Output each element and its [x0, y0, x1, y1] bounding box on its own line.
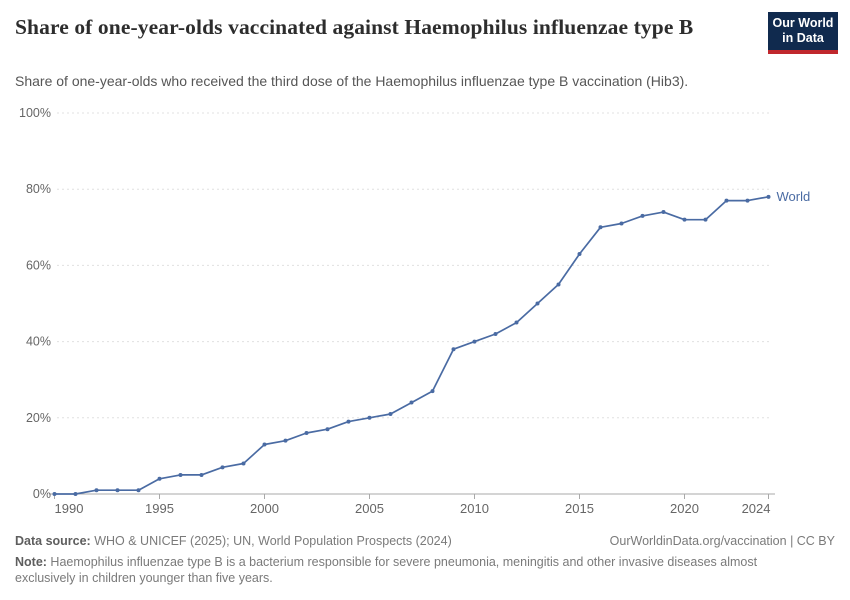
data-point[interactable]	[766, 194, 771, 199]
chart-subtitle: Share of one-year-olds who received the …	[15, 73, 689, 89]
owid-logo[interactable]: Our World in Data	[768, 12, 838, 54]
y-tick-label: 0%	[33, 487, 51, 501]
x-tick-label: 2024	[742, 501, 771, 516]
data-point[interactable]	[556, 282, 561, 287]
data-point[interactable]	[451, 347, 456, 352]
owid-logo-line1: Our World	[772, 16, 834, 30]
data-point[interactable]	[283, 438, 288, 443]
x-tick-label: 1990	[55, 501, 84, 516]
data-point[interactable]	[346, 419, 351, 424]
y-tick-label: 80%	[26, 182, 51, 196]
series-end-label[interactable]: World	[777, 189, 811, 204]
data-point[interactable]	[682, 217, 687, 222]
data-point[interactable]	[94, 488, 99, 493]
data-point[interactable]	[535, 301, 540, 306]
y-tick-label: 20%	[26, 411, 51, 425]
data-point[interactable]	[493, 331, 498, 336]
data-point[interactable]	[724, 198, 729, 203]
data-point[interactable]	[640, 213, 645, 218]
x-tick-label: 2005	[355, 501, 384, 516]
data-point[interactable]	[325, 427, 330, 432]
owid-license-link[interactable]: OurWorldinData.org/vaccination | CC BY	[609, 534, 835, 548]
data-point[interactable]	[304, 431, 309, 436]
data-source: Data source: WHO & UNICEF (2025); UN, Wo…	[15, 533, 452, 549]
data-point[interactable]	[598, 225, 603, 230]
world-series-line[interactable]	[53, 195, 770, 495]
data-point[interactable]	[703, 217, 708, 222]
y-tick-label: 40%	[26, 335, 51, 349]
y-tick-label: 100%	[19, 106, 51, 120]
data-point[interactable]	[745, 198, 750, 203]
data-point[interactable]	[430, 389, 435, 394]
footer-source-row: Data source: WHO & UNICEF (2025); UN, Wo…	[15, 533, 835, 549]
data-point[interactable]	[619, 221, 624, 226]
data-point[interactable]	[241, 461, 246, 466]
data-point[interactable]	[262, 442, 267, 447]
data-source-label: Data source:	[15, 534, 91, 548]
data-point[interactable]	[178, 472, 183, 477]
owid-logo-line2: in Data	[782, 31, 824, 45]
vaccination-line-chart: 0% 20% 40% 60% 80% 100% 1990 1995 2000 2005 2010 20…	[19, 106, 811, 516]
data-point[interactable]	[136, 488, 141, 493]
data-point[interactable]	[409, 400, 414, 405]
x-tick-label: 1995	[145, 501, 174, 516]
footer-note: Note: Haemophilus influenzae type B is a…	[15, 554, 777, 586]
data-point[interactable]	[220, 465, 225, 470]
page-title: Share of one-year-olds vaccinated agains…	[15, 15, 694, 39]
note-text: Haemophilus influenzae type B is a bacte…	[15, 555, 758, 585]
note-label: Note:	[15, 555, 47, 569]
data-point[interactable]	[514, 320, 519, 325]
y-tick-label: 60%	[26, 258, 51, 272]
data-source-text: WHO & UNICEF (2025); UN, World Populatio…	[90, 534, 452, 548]
data-point[interactable]	[388, 411, 393, 416]
x-tick-label: 2015	[565, 501, 594, 516]
data-point[interactable]	[199, 472, 204, 477]
data-point[interactable]	[577, 251, 582, 256]
x-tick-label: 2010	[460, 501, 489, 516]
data-point[interactable]	[472, 339, 477, 344]
data-point[interactable]	[157, 476, 162, 481]
data-point[interactable]	[115, 488, 120, 493]
data-point[interactable]	[52, 492, 57, 496]
x-tick-label: 2020	[670, 501, 699, 516]
data-point[interactable]	[661, 210, 666, 215]
data-point[interactable]	[367, 415, 372, 420]
x-tick-label: 2000	[250, 501, 279, 516]
data-point[interactable]	[73, 492, 78, 496]
